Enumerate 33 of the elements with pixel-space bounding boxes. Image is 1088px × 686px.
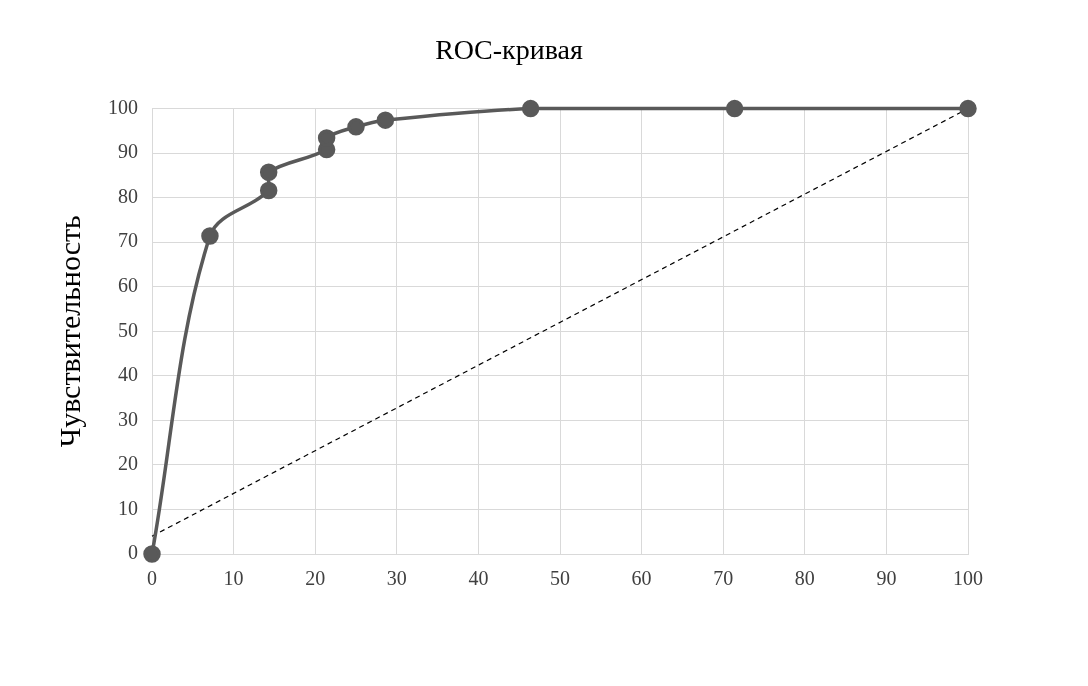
y-tick-label: 30	[118, 407, 138, 430]
y-tick-label: 10	[118, 496, 138, 519]
point	[259, 163, 278, 182]
y-tick-label: 0	[128, 541, 138, 564]
x-tick-label: 70	[713, 567, 734, 590]
point	[959, 99, 977, 118]
y-tick-label: 80	[118, 184, 138, 207]
point	[143, 545, 161, 563]
y-tick-label: 50	[118, 318, 138, 341]
x-tick-label: 100	[953, 567, 983, 590]
y-axis-title: Чувствительность	[52, 215, 86, 448]
point	[725, 99, 744, 118]
x-tick-label: 50	[550, 567, 570, 590]
point	[347, 118, 365, 136]
x-tick-label: 20	[305, 567, 326, 590]
x-tick-label: 30	[386, 567, 407, 590]
point	[201, 227, 219, 245]
point	[259, 181, 278, 200]
y-tick-label: 40	[118, 363, 138, 386]
point	[376, 111, 395, 129]
y-tick-label: 70	[118, 229, 138, 252]
x-tick-label: 80	[794, 567, 815, 590]
y-tick-label: 60	[118, 274, 138, 297]
x-tick-label: 0	[147, 567, 157, 590]
chart-title: ROC-кривая	[435, 34, 583, 66]
x-tick-label: 90	[876, 567, 897, 590]
x-tick-label: 40	[468, 567, 489, 590]
x-tick-label: 10	[223, 567, 244, 590]
point	[521, 99, 540, 118]
x-tick-label: 60	[631, 567, 652, 590]
y-tick-label: 20	[118, 452, 138, 475]
y-tick-label: 100	[108, 95, 138, 118]
y-tick-label: 90	[118, 140, 138, 163]
